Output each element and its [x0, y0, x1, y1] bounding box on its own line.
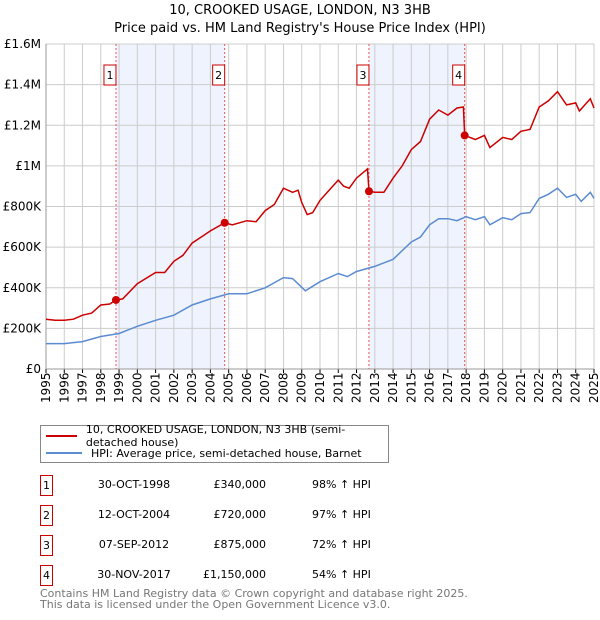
sale-hpi-change: 72% ↑ HPI: [312, 538, 371, 551]
sale-date: 07-SEP-2012: [98, 538, 170, 551]
x-tick-label: 2024: [569, 372, 583, 403]
sale-point: [460, 131, 469, 140]
price-chart: 1995 1996 1997 1998 1999 2000 2001 2002 2003 2004…: [3, 37, 600, 403]
x-tick-label: 1998: [94, 372, 108, 403]
sale-hpi-change: 54% ↑ HPI: [312, 568, 371, 581]
x-tick-label: 2022: [532, 372, 546, 403]
sale-badge: [212, 64, 226, 86]
y-tick-label: £800K: [3, 200, 43, 214]
sale-price: £1,150,000: [203, 568, 266, 581]
sale-number: 2: [40, 505, 53, 526]
legend-swatch-hpi: [46, 452, 82, 454]
x-tick-label: 2002: [167, 372, 181, 403]
y-tick-label: £1M: [15, 159, 41, 173]
legend-label-property: 10, CROOKED USAGE, LONDON, N3 3HB (semi-…: [85, 423, 346, 449]
x-tick-label: 2008: [276, 372, 290, 403]
legend-swatch-property: [46, 435, 77, 437]
x-tick-label: 2016: [423, 372, 437, 403]
legend-label-hpi: HPI: Average price, semi-detached house,…: [91, 446, 362, 460]
legend: 10, CROOKED USAGE, LONDON, N3 3HB (semi-…: [40, 423, 389, 463]
footer: Contains HM Land Registry data © Crown c…: [40, 588, 468, 610]
x-tick-label: 1997: [76, 372, 90, 403]
x-tick-label: 1999: [112, 372, 126, 403]
x-tick-label: 2023: [550, 372, 564, 403]
y-tick-label: £1.4M: [4, 78, 41, 92]
x-tick-label: 2005: [222, 372, 236, 403]
chart-title: 10, CROOKED USAGE, LONDON, N3 3HB: [169, 3, 431, 18]
x-tick-label: 2007: [258, 372, 272, 403]
sale-date: 30-OCT-1998: [97, 478, 171, 491]
sale-price: £720,000: [213, 508, 267, 521]
y-tick-label: £400K: [3, 281, 43, 295]
series-line-property: [45, 90, 595, 322]
y-tick-label: £0: [26, 362, 41, 376]
sale-hpi-change: 97% ↑ HPI: [312, 508, 371, 521]
x-tick-label: 2015: [404, 372, 418, 403]
sale-point: [364, 187, 373, 196]
sale-badge: [356, 64, 370, 86]
sale-badge-label: 2: [215, 69, 222, 82]
x-tick-label: 2006: [240, 372, 254, 403]
sale-price: £340,000: [213, 478, 267, 491]
sale-badge: [452, 64, 466, 86]
sale-number: 1: [40, 475, 53, 496]
legend-item-property: 10, CROOKED USAGE, LONDON, N3 3HB (semi-…: [46, 423, 388, 449]
x-tick-label: 2003: [185, 372, 199, 403]
y-tick-label: £200K: [3, 321, 43, 335]
footer-copyright: Contains HM Land Registry data © Crown c…: [40, 587, 468, 600]
sale-badge-label: 1: [106, 69, 113, 82]
x-tick-label: 2019: [477, 372, 491, 403]
footer-licence: This data is licensed under the Open Gov…: [40, 598, 391, 611]
sale-number: 3: [40, 535, 53, 556]
x-tick-label: 2011: [331, 372, 345, 403]
sale-hpi-change: 98% ↑ HPI: [312, 478, 371, 491]
sale-date: 12-OCT-2004: [97, 508, 171, 521]
x-tick-label: 2009: [295, 372, 309, 403]
legend-item-hpi: HPI: Average price, semi-detached house,…: [46, 445, 362, 461]
x-tick-label: 2000: [130, 372, 144, 403]
x-tick-label: 2013: [368, 372, 382, 403]
x-tick-label: 2004: [203, 372, 217, 403]
sale-price: £875,000: [213, 538, 267, 551]
x-tick-label: 2017: [441, 372, 455, 403]
y-tick-label: £600K: [3, 240, 43, 254]
sale-badge-label: 4: [455, 69, 462, 82]
x-tick-label: 2025: [587, 372, 600, 403]
x-tick-label: 1995: [39, 372, 53, 403]
x-tick-label: 2020: [496, 372, 510, 403]
x-tick-label: 2021: [514, 372, 528, 403]
sale-point: [220, 218, 229, 227]
chart-subtitle: Price paid vs. HM Land Registry's House …: [114, 21, 486, 36]
series-line-hpi: [46, 187, 595, 345]
x-tick-label: 2010: [313, 372, 327, 403]
x-tick-label: 2014: [386, 372, 400, 403]
x-tick-label: 2001: [149, 372, 163, 403]
sale-number: 4: [40, 565, 53, 586]
sale-badge: [103, 64, 117, 86]
y-tick-label: £1.2M: [4, 118, 41, 132]
sale-badge-label: 3: [359, 69, 366, 82]
x-tick-label: 1996: [57, 372, 71, 403]
x-tick-label: 2012: [350, 372, 364, 403]
y-tick-label: £1.6M: [4, 37, 41, 51]
x-tick-label: 2018: [459, 372, 473, 403]
sale-date: 30-NOV-2017: [97, 568, 171, 581]
sale-point: [111, 295, 120, 304]
